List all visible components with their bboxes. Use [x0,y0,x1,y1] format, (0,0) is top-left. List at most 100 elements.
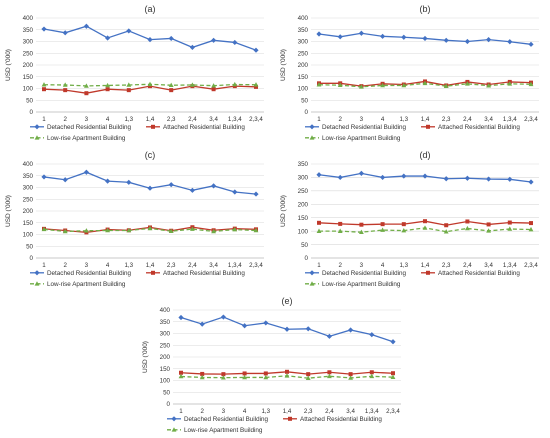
x-tick-label: 2 [63,262,67,269]
x-tick-label: 2,3,4 [249,262,263,269]
data-point-lowrise [359,229,364,235]
data-point-lowrise [62,228,68,234]
legend-marker-attached [151,124,155,129]
data-point-attached [444,223,449,228]
x-tick-label: 1,3 [124,262,133,269]
y-tick-label: 100 [298,86,309,93]
x-tick-label: 4 [106,116,110,123]
y-tick-label: 250 [23,50,34,57]
data-point-detached [507,176,513,182]
legend-marker-attached [288,416,292,421]
data-point-lowrise [507,81,513,86]
x-tick-label: 1,4 [146,116,155,123]
data-point-attached [126,88,131,93]
legend-label-detached: Detached Residential Building [47,124,132,131]
y-tick-label: 0 [305,109,309,116]
chart-title: (d) [420,150,431,160]
data-point-detached [443,176,449,182]
data-point-attached [63,88,68,93]
data-point-attached [423,219,427,224]
legend-label-detached: Detached Residential Building [322,124,407,131]
data-point-attached [242,371,247,376]
data-point-detached [401,34,407,40]
data-point-detached [422,173,428,179]
data-point-lowrise [359,84,364,89]
y-tick-label: 50 [26,97,33,104]
x-tick-label: 2,3,4 [524,116,538,123]
data-point-attached [306,372,311,377]
data-point-attached [486,222,491,227]
x-tick-label: 2,3,4 [386,408,400,415]
data-point-lowrise [126,227,132,233]
data-point-attached [84,91,89,96]
legend-label-lowrise: Low-rise Apartment Building [322,281,401,288]
y-tick-label: 400 [23,161,34,168]
legend-marker-detached [309,124,315,130]
legend-label-lowrise: Low-rise Apartment Building [47,135,126,142]
y-tick-label: 0 [30,109,34,116]
data-point-lowrise [147,225,153,231]
data-point-lowrise [41,226,47,232]
y-tick-label: 150 [23,74,34,81]
x-tick-label: 2 [338,262,342,269]
data-point-lowrise [401,82,407,88]
data-point-detached [126,28,132,34]
x-tick-label: 2 [63,116,67,123]
y-tick-label: 150 [298,215,309,222]
data-point-lowrise [190,82,195,87]
legend-marker-detached [309,270,315,276]
data-point-detached [358,170,364,176]
x-tick-label: 1,4 [421,262,430,269]
data-point-attached [338,221,343,226]
x-tick-label: 1,3 [261,408,270,415]
data-point-detached [62,177,68,183]
y-tick-label: 150 [160,366,171,373]
data-point-lowrise [168,82,174,88]
x-tick-label: 1,3,4 [228,262,242,269]
x-tick-label: 2,4 [463,116,472,123]
data-point-lowrise [232,226,238,232]
x-tick-label: 2,3 [442,262,451,269]
data-point-detached [105,178,111,184]
data-point-lowrise [211,228,216,234]
data-point-attached [465,219,470,224]
data-point-lowrise [380,227,385,232]
data-point-attached [317,220,321,225]
y-axis-label: USD ('000) [280,195,287,227]
data-point-lowrise [105,227,110,233]
data-point-attached [348,372,353,377]
chart-panel-b: (b) USD ('000) 0 50 100 150 200 250 300 350 400 1 2 3… [280,4,539,142]
data-point-detached [189,44,195,50]
y-tick-label: 250 [160,342,171,349]
legend-label-attached: Attached Residential Building [163,270,245,277]
data-point-lowrise [62,82,68,87]
data-point-detached [220,314,226,320]
data-point-detached [126,179,132,185]
x-tick-label: 3,4 [484,116,493,123]
legend-marker-attached [426,270,430,275]
x-tick-label: 1 [179,408,183,415]
data-point-attached [179,370,183,375]
data-point-detached [422,35,428,42]
data-point-attached [221,372,226,377]
y-tick-label: 200 [23,62,34,69]
data-point-attached [200,371,205,376]
x-tick-label: 4 [106,262,110,269]
legend-label-lowrise: Low-rise Apartment Building [47,281,126,288]
data-point-detached [147,37,153,43]
x-tick-label: 1,3,4 [503,116,517,123]
data-point-detached [178,314,184,321]
chart-title: (b) [420,4,431,14]
data-point-detached [232,39,238,46]
x-tick-label: 2,4 [188,116,197,123]
data-point-detached [401,173,407,179]
y-tick-label: 0 [167,401,171,408]
x-tick-label: 1,3,4 [503,262,517,269]
data-point-lowrise [41,82,47,87]
data-point-attached [211,87,216,92]
x-tick-label: 3 [222,408,226,415]
legend-marker-lowrise [309,135,315,140]
data-point-attached [529,221,533,226]
data-point-attached [359,222,364,227]
data-point-detached [380,33,386,39]
